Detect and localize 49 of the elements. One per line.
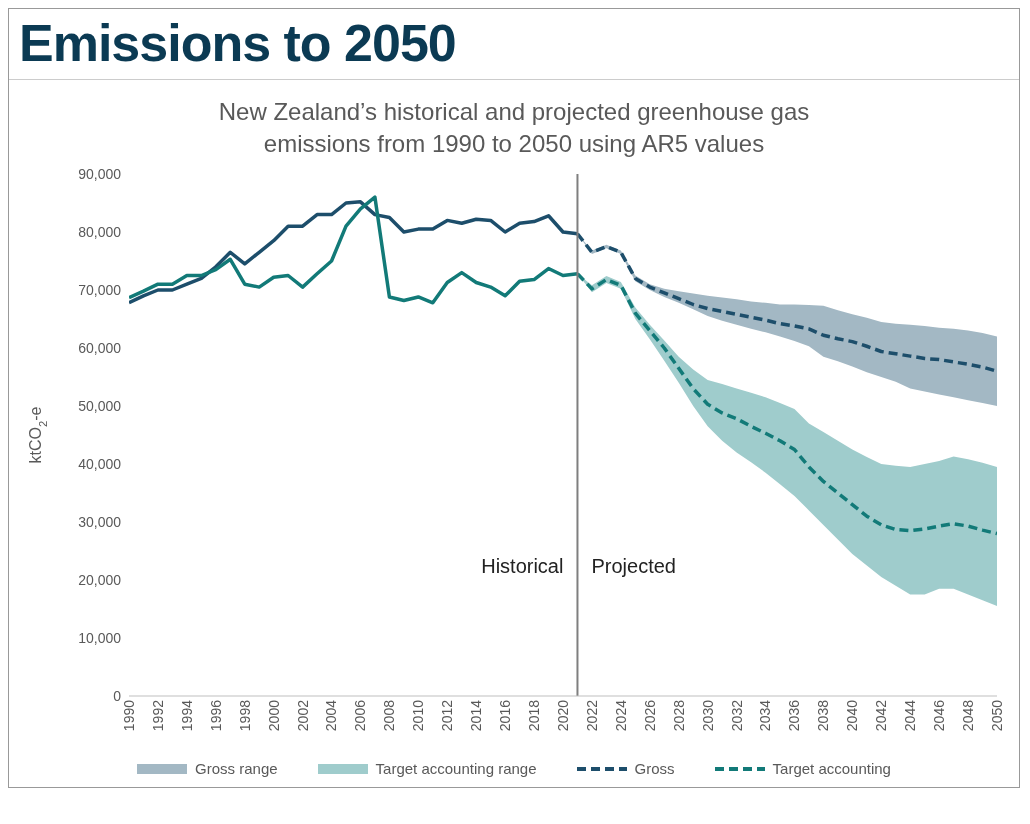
y-tick-label: 0 [113, 687, 122, 704]
x-tick-label: 2024 [612, 699, 629, 732]
x-tick-label: 2006 [352, 699, 369, 732]
y-tick-label: 80,000 [78, 223, 122, 240]
legend-label: Gross range [195, 760, 278, 777]
x-tick-label: 2002 [294, 699, 311, 732]
x-tick-label: 2026 [641, 699, 658, 732]
x-tick-label: 1990 [120, 699, 137, 732]
x-tick-label: 2048 [960, 699, 977, 732]
y-tick-label: 30,000 [78, 513, 122, 530]
x-tick-label: 2000 [265, 699, 282, 732]
annotation: Projected [591, 555, 676, 578]
chart-subtitle: New Zealand’s historical and projected greenhouse gas emissions from 1990 to 2050 using AR5 values [217, 97, 811, 159]
x-tick-label: 2036 [786, 699, 803, 732]
x-tick-label: 2016 [497, 699, 514, 732]
x-tick-label: 2018 [526, 699, 543, 732]
x-tick-label: 2008 [381, 699, 398, 732]
x-tick-label: 2032 [728, 699, 745, 732]
y-tick-label: 40,000 [78, 455, 122, 472]
x-tick-label: 2030 [699, 699, 716, 732]
x-tick-label: 2012 [439, 699, 456, 732]
x-tick-label: 1992 [149, 699, 166, 732]
y-tick-label: 70,000 [78, 281, 122, 298]
y-tick-label: 50,000 [78, 397, 122, 414]
y-tick-label: 60,000 [78, 339, 122, 356]
x-tick-label: 1994 [178, 699, 195, 732]
x-tick-label: 2014 [468, 699, 485, 732]
x-tick-label: 2046 [931, 699, 948, 732]
x-tick-label: 2020 [554, 699, 571, 732]
x-tick-label: 1998 [236, 699, 253, 732]
x-tick-label: 2038 [815, 699, 832, 732]
legend-label: Target accounting range [375, 760, 537, 777]
annotation: Historical [481, 555, 564, 578]
x-tick-label: 1996 [207, 699, 224, 732]
x-tick-label: 2042 [873, 699, 890, 732]
legend-label: Gross [634, 760, 675, 777]
x-tick-label: 2034 [757, 699, 774, 732]
y-tick-label: 20,000 [78, 571, 122, 588]
y-tick-label: 10,000 [78, 629, 122, 646]
x-tick-label: 2028 [670, 699, 687, 732]
x-tick-label: 2050 [988, 699, 1005, 732]
legend-label: Target accounting [772, 760, 891, 777]
chart-title: Emissions to 2050 [9, 9, 1019, 80]
x-tick-label: 2022 [583, 699, 600, 732]
x-tick-label: 2040 [844, 699, 861, 732]
y-tick-label: 90,000 [78, 165, 122, 182]
x-tick-label: 2004 [323, 699, 340, 732]
x-tick-label: 2010 [410, 699, 427, 732]
x-tick-label: 2044 [902, 699, 919, 732]
